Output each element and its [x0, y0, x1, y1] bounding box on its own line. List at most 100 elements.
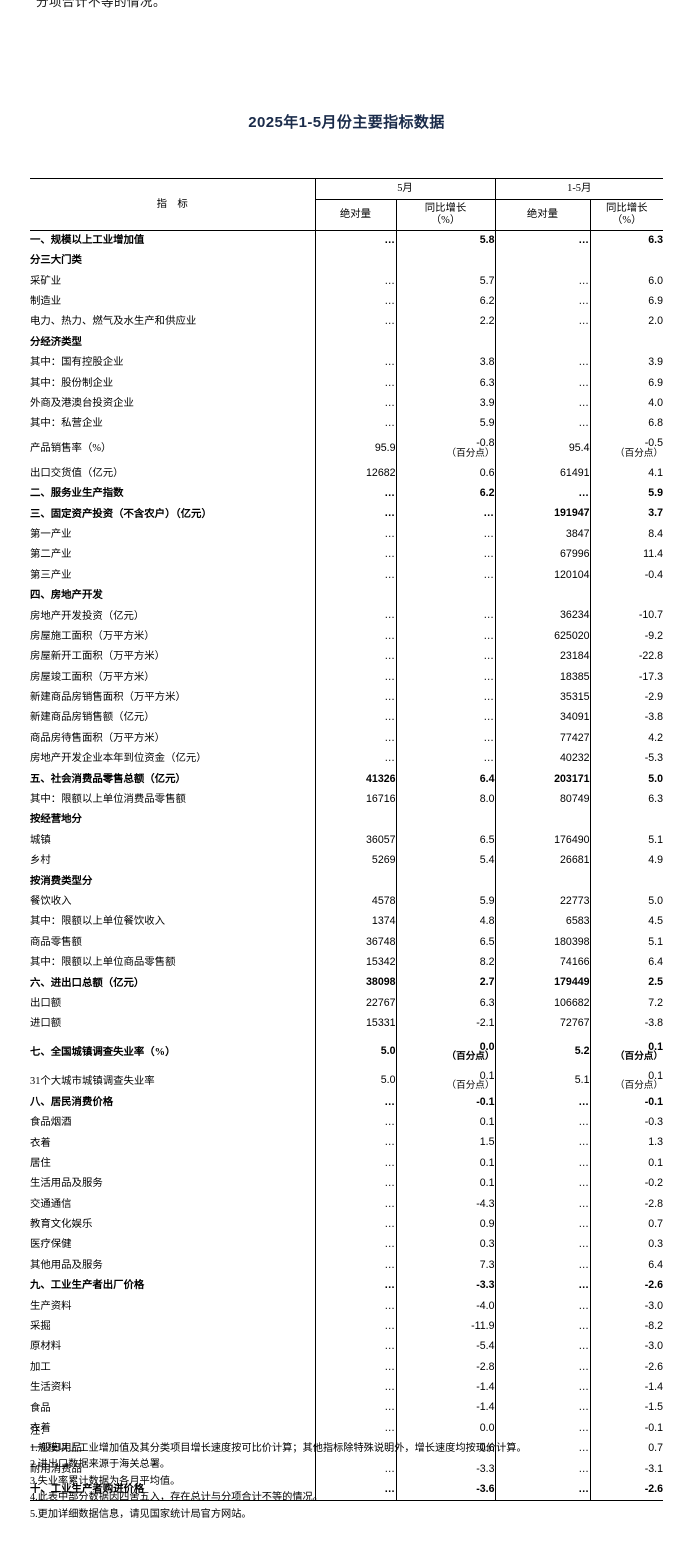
cell-cumulative-yoy: 4.0 — [589, 393, 663, 415]
cell-value: 7.2 — [648, 996, 663, 1009]
cell-cumulative-yoy: 5.9 — [589, 483, 663, 505]
cell-month-absolute: … — [314, 1112, 396, 1134]
cell-value: -2.6 — [644, 1360, 663, 1373]
cell-month-absolute: … — [314, 728, 396, 749]
top-cutoff-text: 分项合计不等的情况。 — [36, 0, 167, 9]
cell-month-absolute: … — [314, 1479, 396, 1501]
cell-value: … — [578, 1442, 590, 1455]
table-row: 一、规模以上工业增加值 … 5.8 … 6.3 — [30, 230, 663, 251]
cell-value: … — [578, 396, 590, 409]
row-label: 八、居民消费价格 — [30, 1096, 114, 1108]
cell-value: -1.4 — [644, 1381, 663, 1394]
cell-value: 5.7 — [479, 274, 495, 287]
page-title: 2025年1-5月份主要指标数据 — [248, 114, 445, 131]
cell-value: -3.0 — [644, 1299, 663, 1312]
cell-value: 5.4 — [479, 854, 495, 867]
cell-cumulative-yoy: 6.9 — [589, 373, 663, 394]
cell-cumulative-absolute: … — [494, 291, 590, 313]
cell-month-yoy: … — [395, 646, 495, 668]
cell-cumulative-yoy: -3.8 — [589, 1013, 663, 1035]
table-row: 31个大城市城镇调查失业率 5.0 0.1 （百分点） 5.1 0.1 （百分点） — [30, 1063, 663, 1093]
cell-value: -0.1 — [476, 1095, 495, 1108]
cell-month-absolute: … — [314, 1153, 396, 1174]
cell-value: … — [578, 1156, 590, 1169]
cell-cumulative-absolute: … — [494, 1092, 590, 1113]
footnote-item: 4.此表中部分数据因四舍五入，存在总计与分项合计不等的情况。 — [30, 1492, 323, 1504]
table-row: 其他用品及服务 … 7.3 … 6.4 — [30, 1255, 663, 1276]
cell-value: 625020 — [554, 629, 590, 642]
cell-value: … — [578, 1319, 590, 1332]
cell-value: -2.1 — [476, 1017, 495, 1030]
cell-cumulative-yoy: -0.1 — [589, 1418, 663, 1439]
row-label: 外商及港澳台投资企业 — [30, 398, 134, 409]
cell-value: … — [578, 1116, 590, 1128]
cell-value: 40232 — [560, 752, 590, 765]
header-cumulative-yoy-line1: 同比增长 — [605, 203, 648, 215]
cell-cumulative-yoy: 6.9 — [589, 291, 663, 313]
row-label: 生活用品及服务 — [30, 1178, 103, 1190]
cell-cumulative-absolute — [494, 871, 590, 892]
row-label: 商品零售额 — [30, 936, 82, 948]
cell-value: 8.2 — [479, 956, 495, 969]
header-indicator: 指 标 — [30, 178, 315, 231]
table-row: 四、房地产开发 — [30, 585, 663, 607]
cell-cumulative-absolute: … — [494, 1418, 590, 1439]
cell-month-yoy: -5.4 — [395, 1337, 495, 1358]
cell-cumulative-absolute: … — [494, 483, 590, 505]
cell-month-absolute: … — [314, 1418, 396, 1439]
table-row: 商品零售额 36748 6.5 180398 5.1 — [30, 932, 663, 953]
cell-month-absolute: … — [314, 483, 396, 505]
cell-value: 5.0 — [648, 772, 663, 785]
cell-cumulative-absolute: … — [494, 230, 590, 251]
row-label: 衣着 — [30, 1422, 51, 1434]
cell-month-absolute: … — [314, 271, 396, 292]
cell-value: 6.5 — [479, 833, 495, 846]
cell-value: 35315 — [560, 690, 590, 703]
cell-value: -9.2 — [644, 629, 663, 642]
cell-month-absolute: 22767 — [314, 993, 396, 1014]
table-row: 房地产开发投资（亿元） … … 36234 -10.7 — [30, 606, 663, 627]
cell-cumulative-absolute: … — [494, 1357, 590, 1378]
cell-value: 180398 — [554, 935, 590, 948]
cell-value: -1.4 — [476, 1381, 495, 1394]
table-row: 一般日用品 … 0.6 … 0.7 — [30, 1438, 663, 1460]
cell-month-yoy: 6.5 — [395, 830, 495, 851]
cell-value: … — [578, 1462, 590, 1475]
cell-value: 16716 — [366, 792, 396, 805]
cell-value: -0.1 — [644, 1421, 663, 1434]
table-row: 九、工业生产者出厂价格 … -3.3 … -2.6 — [30, 1275, 663, 1297]
cell-cumulative-yoy — [589, 250, 663, 272]
row-label: 衣着 — [30, 1137, 51, 1149]
cell-month-absolute: … — [314, 1235, 396, 1256]
row-label: 餐饮收入 — [30, 895, 72, 907]
row-label: 生产资料 — [30, 1300, 72, 1312]
cell-value: -3.8 — [644, 711, 663, 724]
table-row: 生活用品及服务 … 0.1 … -0.2 — [30, 1173, 663, 1195]
cell-month-yoy: 0.0 — [395, 1418, 495, 1439]
row-label: 新建商品房销售额（亿元） — [30, 712, 155, 724]
cell-cumulative-absolute: … — [494, 1398, 590, 1419]
cell-value: 191947 — [554, 507, 590, 520]
cell-month-yoy: 6.4 — [395, 769, 495, 790]
table-row: 其中：国有控股企业 … 3.8 … 3.9 — [30, 352, 663, 374]
cell-value: … — [384, 650, 396, 663]
cell-month-absolute: 16716 — [314, 789, 396, 811]
cell-cumulative-yoy: 6.8 — [589, 414, 663, 435]
cell-value: … — [384, 731, 396, 744]
footnote-item: 1.规模以上工业增加值及其分类项目增长速度按可比价计算；其他指标除特殊说明外，增… — [30, 1442, 527, 1454]
cell-value: … — [483, 752, 495, 765]
cell-cumulative-yoy: 6.4 — [589, 952, 663, 974]
row-label: 食品 — [30, 1402, 51, 1414]
cell-cumulative-absolute: … — [494, 373, 590, 394]
cell-cumulative-yoy: -2.8 — [589, 1194, 663, 1215]
cell-value: … — [384, 1381, 396, 1394]
row-label: 31个大城市城镇调查失业率 — [30, 1075, 155, 1087]
table-row: 其中：限额以上单位商品零售额 15342 8.2 74166 6.4 — [30, 952, 663, 974]
cell-value: … — [384, 609, 396, 622]
cell-month-absolute: … — [314, 1092, 396, 1113]
cell-cumulative-absolute: 35315 — [494, 687, 590, 709]
cell-value: … — [483, 650, 495, 663]
cell-month-yoy: 5.9 — [395, 414, 495, 435]
row-label: 生活资料 — [30, 1382, 72, 1394]
cell-month-absolute: … — [314, 1398, 396, 1419]
